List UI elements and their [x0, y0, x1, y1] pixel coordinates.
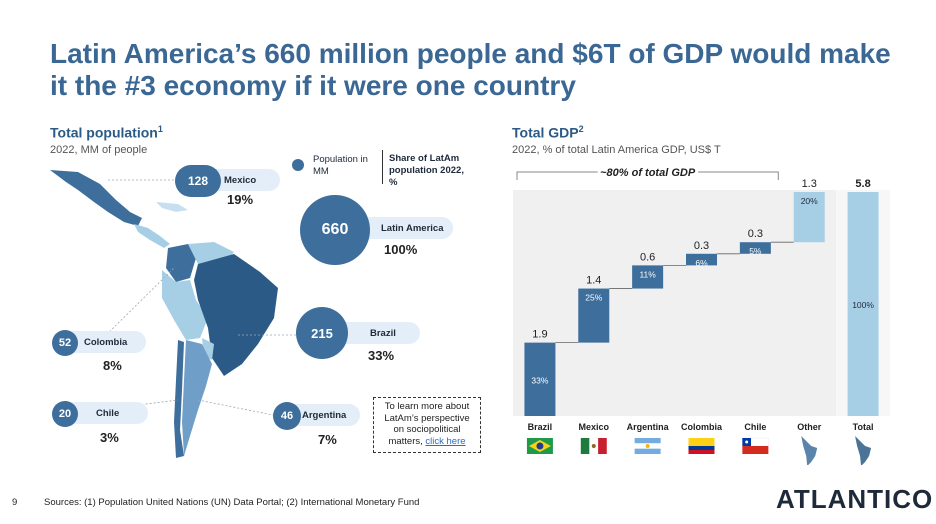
- gdp-heading: Total GDP2: [512, 124, 584, 141]
- share-label: 11%: [639, 269, 656, 279]
- bracket-label: ~80% of total GDP: [600, 167, 696, 179]
- flag-mexico-red: [598, 438, 607, 454]
- category-label: Argentina: [627, 422, 670, 432]
- bar-total: [847, 192, 879, 416]
- bubble-argentina: 46: [273, 402, 301, 430]
- sources-footnote: Sources: (1) Population United Nations (…: [44, 497, 420, 508]
- pill-argentina: Argentina: [282, 404, 360, 426]
- bubble-colombia: 52: [52, 330, 78, 356]
- atlantico-logo: ATLANTICO: [776, 484, 934, 514]
- value-label: 0.3: [694, 240, 709, 252]
- value-label: 0.6: [640, 251, 655, 263]
- chart-panel: [513, 190, 837, 416]
- map-brazil: [194, 254, 278, 376]
- legend-label: Population in MM: [313, 154, 368, 177]
- share-label: 5%: [749, 246, 762, 256]
- flag-chile-star: [745, 440, 749, 444]
- flag-colombia-yellow: [688, 438, 715, 446]
- category-label: Mexico: [579, 422, 610, 432]
- page-title: Latin America’s 660 million people and $…: [50, 38, 891, 101]
- callout-link[interactable]: click here: [425, 435, 466, 447]
- page-number: 9: [12, 497, 18, 508]
- value-label: 1.9: [532, 329, 547, 341]
- share-mexico: 19%: [227, 192, 254, 207]
- share-label: 25%: [585, 293, 602, 303]
- map-andes: [162, 270, 208, 340]
- category-label: Colombia: [681, 422, 723, 432]
- flag-mexico-green: [580, 438, 590, 454]
- flag-chile-red: [742, 446, 769, 454]
- map-caribbean: [156, 202, 188, 212]
- share-brazil: 33%: [368, 348, 395, 363]
- gdp-subtitle: 2022, % of total Latin America GDP, US$ …: [512, 144, 721, 156]
- bubble-chile: 20: [52, 401, 78, 427]
- category-label: Chile: [744, 422, 766, 432]
- share-label: 100%: [852, 300, 874, 310]
- callout-text: To learn more about LatAm’s perspective …: [384, 401, 470, 447]
- map-argentina: [182, 340, 212, 456]
- map-colombia: [166, 244, 196, 282]
- pill-chile: Chile: [62, 402, 148, 424]
- share-label: Share of LatAm population 2022, %: [389, 153, 464, 188]
- map-central-america: [134, 224, 170, 248]
- bracket-line: [516, 171, 779, 180]
- category-label: Other: [797, 422, 822, 432]
- legend-dot: [292, 159, 304, 171]
- population-subtitle: 2022, MM of people: [50, 144, 148, 156]
- flag-mexico-emblem: [591, 444, 596, 448]
- flag-colombia-blue: [688, 446, 715, 450]
- bar-brazil: [524, 342, 556, 416]
- bar-other: [793, 192, 825, 243]
- share-latam: 100%: [384, 242, 418, 257]
- share-label: 20%: [801, 196, 818, 206]
- flag-argentina-top: [634, 438, 661, 444]
- map-mexico: [50, 170, 142, 226]
- bar-argentina: [632, 265, 664, 289]
- value-label: 1.3: [802, 178, 817, 190]
- value-label: 0.3: [748, 228, 763, 240]
- map-chile: [174, 340, 184, 458]
- bubble-mexico: 128: [175, 165, 221, 197]
- value-label: 5.8: [855, 178, 870, 190]
- bubble-brazil: 215: [296, 307, 348, 359]
- share-argentina: 7%: [318, 432, 337, 447]
- other-map-icon: [801, 436, 818, 465]
- bar-mexico: [578, 288, 610, 343]
- category-label: Total: [853, 422, 874, 432]
- population-heading: Total population1: [50, 124, 163, 141]
- total-map-icon: [855, 436, 872, 465]
- flag-colombia-red: [688, 450, 715, 454]
- share-chile: 3%: [100, 430, 119, 445]
- bar-colombia: [686, 253, 717, 266]
- share-label: 6%: [695, 258, 708, 268]
- gdp-waterfall-chart: ~80% of total GDP 1.9 33% Brazil 1.4 25% Mexic…: [513, 164, 890, 465]
- flag-brazil-circle: [536, 442, 544, 450]
- share-colombia: 8%: [103, 358, 122, 373]
- pill-colombia: Colombia: [62, 331, 146, 353]
- legend-divider: [382, 150, 383, 184]
- category-label: Brazil: [528, 422, 553, 432]
- value-label: 1.4: [586, 275, 601, 287]
- callout-box: To learn more about LatAm’s perspective …: [373, 397, 481, 453]
- bubble-latam: 660: [300, 195, 370, 265]
- flag-argentina-bottom: [634, 448, 661, 454]
- share-label: 33%: [531, 375, 548, 385]
- flag-argentina-sun: [645, 444, 650, 448]
- bar-chile: [739, 242, 771, 254]
